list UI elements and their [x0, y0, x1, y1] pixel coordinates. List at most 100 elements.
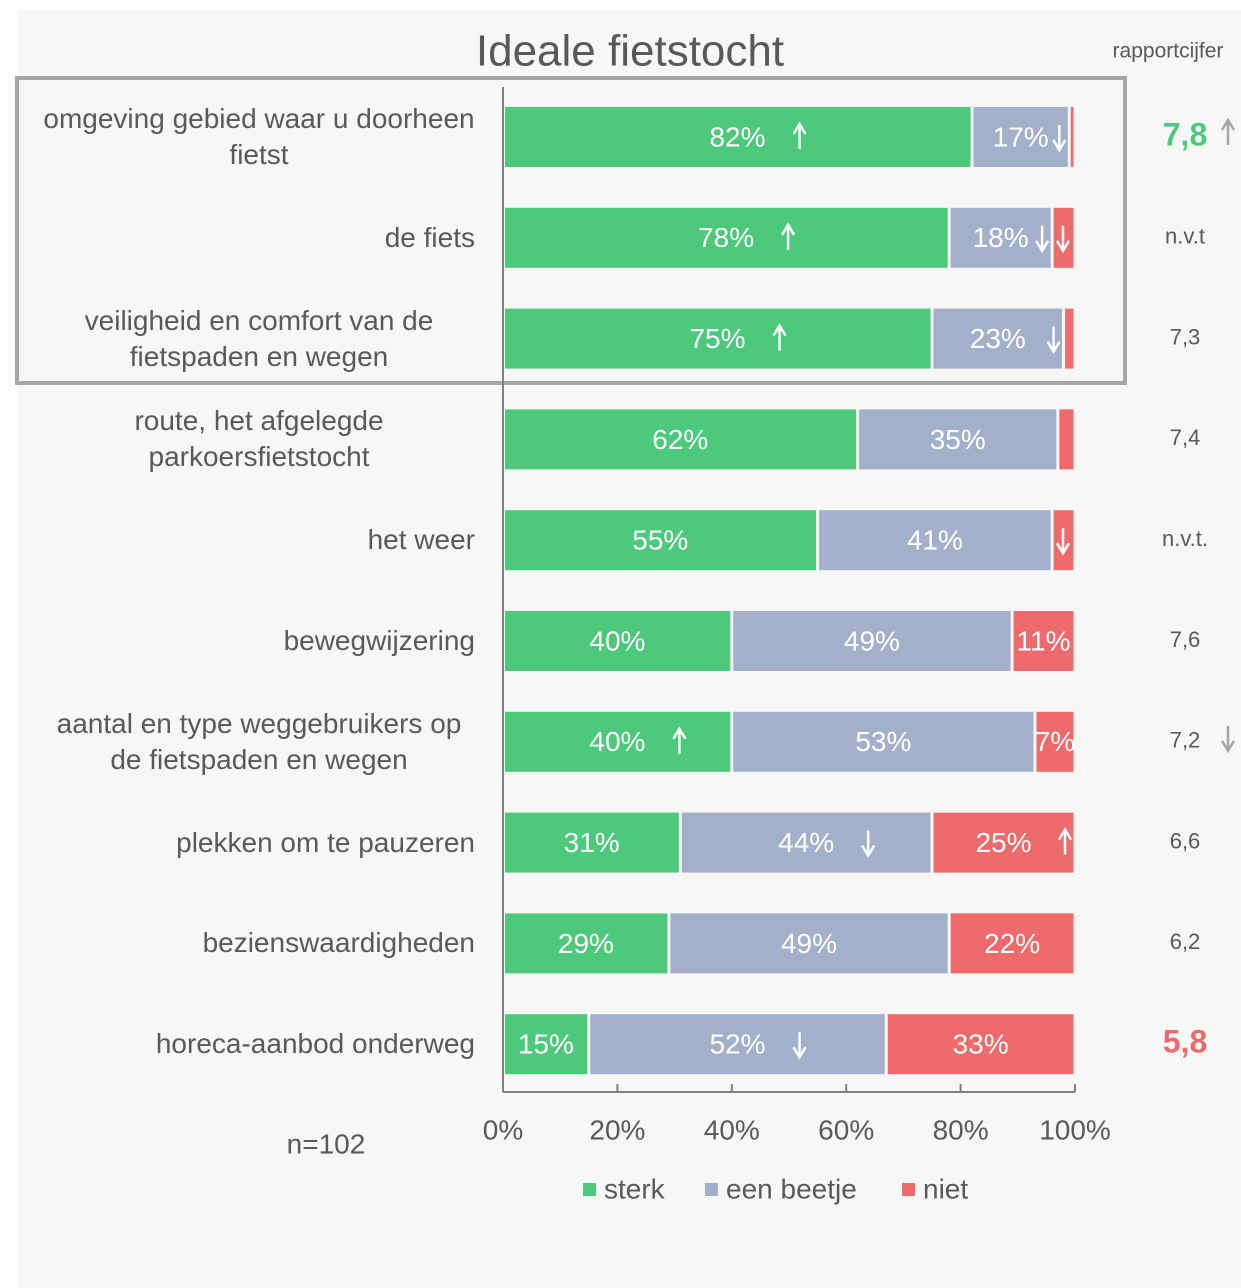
trend-arrow: [861, 830, 876, 859]
value-label: 7%: [1035, 726, 1075, 757]
rapportcijfer-value: 6,6: [1170, 828, 1201, 853]
value-label: 49%: [781, 928, 837, 959]
x-tick-label: 60%: [818, 1114, 874, 1145]
category-text: route, het afgelegde parkoersfietstocht: [134, 405, 384, 473]
value-label: 33%: [953, 1029, 1009, 1060]
bar-segment: [1036, 711, 1074, 772]
category-label: plekken om te pauzeren: [35, 825, 475, 861]
annotation: n=102: [287, 1128, 366, 1159]
rapportcijfer-header: rapportcijfer: [1113, 40, 1224, 63]
bar-segment: [973, 107, 1068, 167]
category-label: het weer: [35, 522, 475, 558]
trend-arrow: [1055, 225, 1071, 254]
value-label: 17%: [993, 121, 1049, 152]
rapportcijfer-value: 7,8: [1163, 116, 1207, 152]
trend-arrow: [772, 323, 787, 351]
category-label: bewegwijzering: [35, 623, 475, 659]
value-label: 44%: [778, 827, 834, 858]
trend-arrow: [1035, 225, 1050, 254]
rapportcijfer-value: 5,8: [1163, 1024, 1207, 1060]
rapportcijfer-value: 7,4: [1170, 425, 1201, 450]
bar-segment: [505, 812, 679, 873]
trend-arrow: [1057, 827, 1073, 855]
trend-arrow: [1055, 528, 1071, 556]
chart-title: Ideale fietstocht: [476, 27, 784, 76]
x-tick-label: 100%: [1039, 1114, 1111, 1145]
category-text: omgeving gebied waar u doorheen fietst: [43, 103, 475, 170]
rapportcijfer-value: 7,2: [1170, 728, 1201, 753]
bar-segment: [950, 913, 1074, 974]
category-label: route, het afgelegde parkoersfietstocht: [35, 403, 475, 475]
rapportcijfer-value: 7,3: [1170, 324, 1201, 349]
value-label: 40%: [589, 726, 645, 757]
value-label: 15%: [518, 1029, 574, 1060]
trend-arrow: [781, 222, 796, 250]
category-label: de fiets: [35, 220, 475, 256]
bar-segment: [1059, 409, 1074, 470]
bar-segment: [681, 812, 931, 873]
trend-arrow: [792, 121, 807, 149]
rapportcijfer-arrow: [1220, 117, 1236, 145]
value-label: 11%: [1017, 625, 1071, 656]
category-label: omgeving gebied waar u doorheen fietst: [35, 101, 475, 173]
legend-swatch: [902, 1183, 915, 1196]
bar-segment: [950, 207, 1051, 268]
legend-swatch: [583, 1183, 596, 1196]
value-label: 18%: [973, 222, 1029, 253]
bar-segment: [859, 409, 1057, 470]
bar-segment: [733, 611, 1011, 671]
highlight-box: [15, 76, 1127, 385]
category-text: plekken om te pauzeren: [176, 826, 475, 858]
legend-swatch: [705, 1183, 718, 1196]
bar-segment: [505, 409, 857, 470]
bar-segment: [933, 812, 1074, 873]
bar-segment: [505, 107, 971, 167]
category-text: bewegwijzering: [283, 625, 475, 656]
category-text: aantal en type weggebruikers op de fiets…: [56, 707, 462, 775]
legend-label: een beetje: [726, 1173, 857, 1204]
value-label: 53%: [855, 726, 911, 757]
bar-segment: [505, 611, 731, 671]
value-label: 49%: [844, 625, 900, 656]
rapportcijfer-value: n.v.t: [1165, 224, 1205, 249]
category-label: horeca-aanbod onderweg: [35, 1026, 475, 1062]
value-label: 62%: [652, 424, 708, 455]
rapportcijfer-value: 7,6: [1170, 627, 1201, 652]
x-tick-label: 20%: [589, 1114, 645, 1145]
bar-segment: [1065, 308, 1074, 369]
bar-segment: [505, 711, 731, 772]
value-label: 78%: [698, 222, 754, 253]
category-text: het weer: [367, 524, 475, 556]
value-label: 29%: [558, 928, 614, 959]
bar-segment: [933, 308, 1063, 369]
bar-segment: [1013, 611, 1074, 671]
bar-segment: [819, 510, 1051, 571]
trend-arrow: [792, 1032, 807, 1060]
bar-segment: [887, 1014, 1074, 1075]
bar-segment: [505, 308, 931, 369]
category-label: aantal en type weggebruikers op de fiets…: [35, 706, 475, 778]
bar-segment: [1070, 107, 1074, 167]
legend-label: sterk: [604, 1173, 666, 1204]
bar-segment: [505, 510, 817, 571]
value-label: 41%: [907, 525, 963, 556]
category-label: bezienswaardigheden: [35, 925, 475, 961]
trend-arrow: [1052, 125, 1067, 153]
rapportcijfer-arrow: [1220, 725, 1236, 754]
value-label: 35%: [930, 424, 986, 455]
value-label: 40%: [589, 625, 645, 656]
x-tick-label: 0%: [483, 1114, 523, 1145]
rapportcijfer-value: 6,2: [1170, 929, 1201, 954]
legend-label: niet: [923, 1173, 968, 1204]
category-label: veiligheid en comfort van de fietspaden …: [35, 303, 475, 375]
value-label: 22%: [984, 928, 1040, 959]
bar-segment: [670, 913, 948, 974]
x-tick-label: 80%: [933, 1114, 989, 1145]
category-text: de fiets: [384, 221, 475, 253]
value-label: 25%: [975, 827, 1031, 858]
value-label: 75%: [689, 323, 745, 354]
category-text: veiligheid en comfort van de fietspaden …: [84, 304, 434, 372]
value-label: 23%: [970, 323, 1026, 354]
